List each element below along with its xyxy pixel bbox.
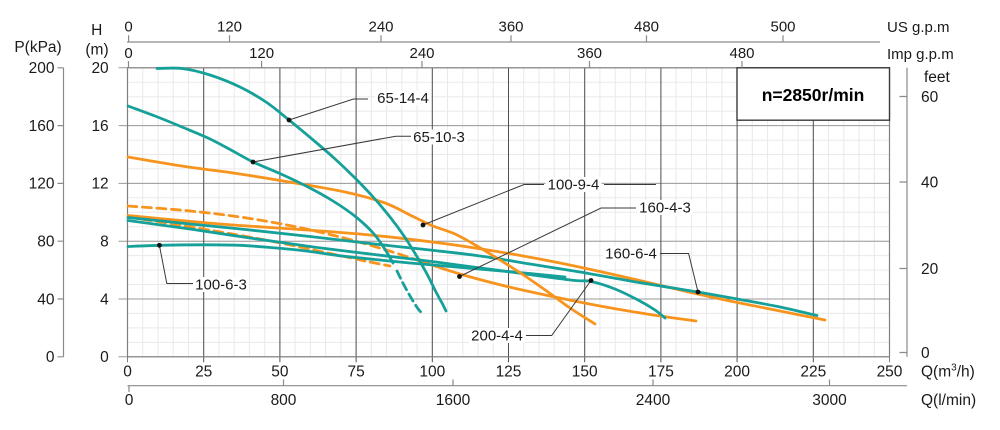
svg-text:150: 150	[572, 364, 598, 381]
svg-text:800: 800	[271, 392, 297, 409]
svg-text:480: 480	[729, 45, 754, 62]
svg-text:1600: 1600	[436, 392, 471, 409]
svg-text:125: 125	[496, 364, 522, 381]
svg-text:8: 8	[100, 234, 109, 251]
svg-text:Q(m3/h): Q(m3/h)	[921, 363, 975, 381]
svg-text:160-4-3: 160-4-3	[639, 200, 691, 217]
svg-text:160-6-4: 160-6-4	[605, 246, 657, 263]
svg-text:60: 60	[921, 89, 939, 106]
svg-text:0: 0	[921, 345, 930, 362]
svg-text:65-14-4: 65-14-4	[377, 90, 429, 107]
svg-text:US g.p.m: US g.p.m	[887, 19, 950, 36]
svg-text:Imp g.p.m: Imp g.p.m	[887, 46, 954, 63]
svg-text:2400: 2400	[636, 392, 671, 409]
svg-text:80: 80	[37, 234, 55, 251]
svg-text:20: 20	[921, 261, 939, 278]
svg-text:P(kPa): P(kPa)	[14, 39, 61, 56]
svg-text:20: 20	[91, 60, 109, 77]
svg-text:50: 50	[271, 364, 289, 381]
svg-text:0: 0	[125, 392, 134, 409]
svg-text:n=2850r/min: n=2850r/min	[762, 85, 865, 105]
svg-text:200: 200	[724, 364, 750, 381]
svg-text:175: 175	[648, 364, 674, 381]
svg-text:0: 0	[124, 19, 132, 36]
svg-text:feet: feet	[924, 69, 951, 86]
svg-text:3000: 3000	[812, 392, 847, 409]
svg-text:160: 160	[29, 118, 55, 135]
svg-text:H: H	[91, 22, 102, 39]
svg-text:0: 0	[46, 349, 55, 366]
svg-text:0: 0	[124, 45, 132, 62]
svg-text:100: 100	[419, 364, 445, 381]
svg-text:240: 240	[368, 19, 393, 36]
svg-text:100-6-3: 100-6-3	[195, 277, 247, 294]
svg-text:225: 225	[800, 364, 826, 381]
svg-text:120: 120	[249, 45, 274, 62]
svg-text:200-4-4: 200-4-4	[471, 328, 523, 345]
svg-text:360: 360	[577, 45, 602, 62]
svg-text:250: 250	[877, 364, 903, 381]
svg-text:500: 500	[770, 19, 795, 36]
svg-text:16: 16	[91, 118, 108, 135]
svg-text:360: 360	[498, 19, 523, 36]
svg-text:100-9-4: 100-9-4	[548, 177, 600, 194]
svg-text:Q(l/min): Q(l/min)	[921, 392, 976, 409]
svg-text:0: 0	[100, 349, 109, 366]
svg-text:240: 240	[409, 45, 434, 62]
svg-text:65-10-3: 65-10-3	[413, 129, 465, 146]
svg-text:120: 120	[217, 19, 242, 36]
svg-text:(m): (m)	[85, 42, 108, 59]
svg-text:40: 40	[921, 174, 939, 191]
svg-text:75: 75	[347, 364, 364, 381]
svg-text:120: 120	[29, 176, 55, 193]
svg-text:12: 12	[91, 176, 108, 193]
svg-text:0: 0	[123, 364, 132, 381]
svg-text:40: 40	[37, 291, 55, 308]
svg-text:4: 4	[100, 291, 109, 308]
svg-text:25: 25	[195, 364, 212, 381]
svg-text:480: 480	[634, 19, 659, 36]
svg-text:200: 200	[29, 60, 55, 77]
